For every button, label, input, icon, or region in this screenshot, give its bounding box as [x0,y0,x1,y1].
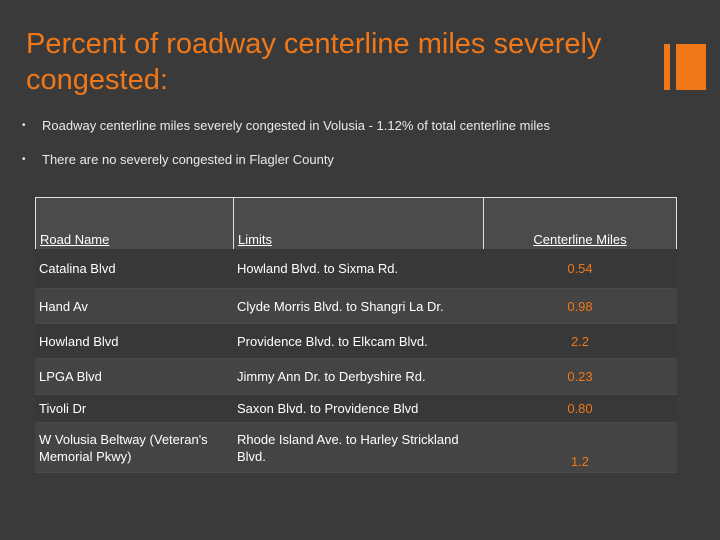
miles-cell: 0.54 [483,249,677,289]
header-centerline-miles: Centerline Miles [483,197,677,249]
limits-cell: Howland Blvd. to Sixma Rd. [233,249,483,289]
bullet-text: There are no severely congested in Flagl… [42,152,334,167]
header-limits: Limits [233,197,483,249]
road-name-cell: Howland Blvd [35,324,233,359]
table-row: Catalina Blvd Howland Blvd. to Sixma Rd.… [35,249,677,289]
miles-cell: 0.23 [483,359,677,395]
bullet-item: • There are no severely congested in Fla… [22,152,682,168]
road-name-cell: Hand Av [35,289,233,324]
limits-cell: Jimmy Ann Dr. to Derbyshire Rd. [233,359,483,395]
bullet-icon: • [22,120,26,131]
limits-cell: Saxon Blvd. to Providence Blvd [233,395,483,423]
bullet-icon: • [22,154,26,165]
road-name-cell: LPGA Blvd [35,359,233,395]
accent-bar-wide [676,44,706,90]
table-row: Tivoli Dr Saxon Blvd. to Providence Blvd… [35,395,677,423]
slide-title: Percent of roadway centerline miles seve… [26,28,602,96]
miles-cell: 0.98 [483,289,677,324]
limits-cell: Rhode Island Ave. to Harley Strickland B… [233,423,483,473]
bullet-text: Roadway centerline miles severely conges… [42,118,550,133]
limits-cell: Providence Blvd. to Elkcam Blvd. [233,324,483,359]
table-row: Hand Av Clyde Morris Blvd. to Shangri La… [35,289,677,324]
bullet-list: • Roadway centerline miles severely cong… [22,118,682,186]
miles-cell: 2.2 [483,324,677,359]
road-name-cell: W Volusia Beltway (Veteran's Memorial Pk… [35,423,233,473]
miles-cell: 1.2 [483,423,677,473]
congestion-table: Road Name Limits Centerline Miles Catali… [35,197,677,473]
road-name-cell: Tivoli Dr [35,395,233,423]
accent-bar-thin [664,44,670,90]
table-row: LPGA Blvd Jimmy Ann Dr. to Derbyshire Rd… [35,359,677,395]
bullet-item: • Roadway centerline miles severely cong… [22,118,682,134]
table-row: Howland Blvd Providence Blvd. to Elkcam … [35,324,677,359]
table-row: W Volusia Beltway (Veteran's Memorial Pk… [35,423,677,473]
header-road-name: Road Name [35,197,233,249]
miles-cell: 0.80 [483,395,677,423]
road-name-cell: Catalina Blvd [35,249,233,289]
limits-cell: Clyde Morris Blvd. to Shangri La Dr. [233,289,483,324]
table-header-row: Road Name Limits Centerline Miles [35,197,677,249]
